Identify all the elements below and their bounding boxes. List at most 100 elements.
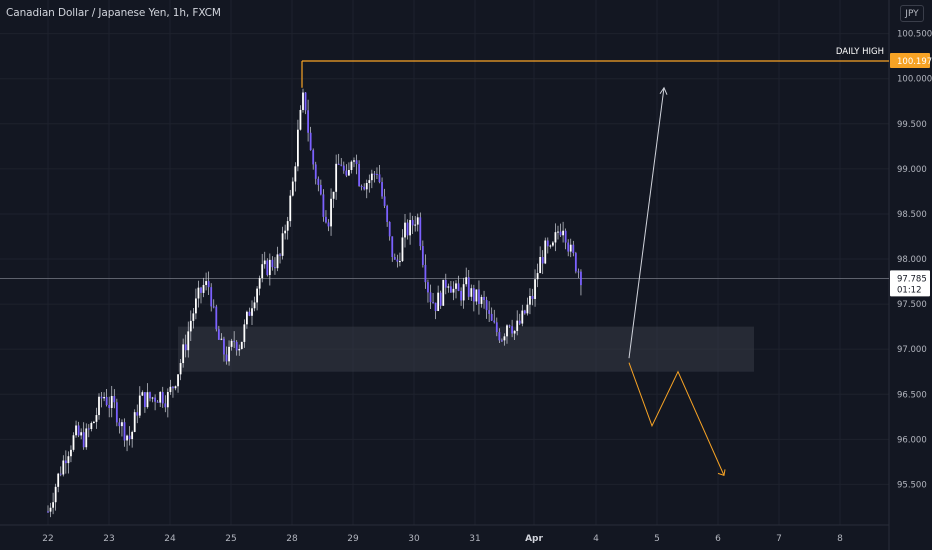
- candle-body: [447, 286, 450, 288]
- candle-body: [541, 257, 544, 264]
- candle-body: [414, 224, 417, 226]
- candle-body: [177, 374, 179, 387]
- candle-body: [95, 415, 98, 422]
- candle-body: [276, 254, 279, 269]
- candle-body: [526, 304, 529, 314]
- candle-body: [105, 397, 108, 406]
- candle-body: [322, 194, 325, 217]
- candle-body: [511, 326, 513, 334]
- candle-body: [118, 422, 121, 427]
- candle-body: [348, 170, 350, 176]
- x-tick-label: 22: [42, 534, 53, 544]
- x-tick-label: 23: [103, 534, 114, 544]
- candle-body: [488, 310, 491, 314]
- candle-body: [302, 92, 304, 110]
- symbol-title[interactable]: Canadian Dollar / Japanese Yen, 1h, FXCM: [6, 7, 221, 19]
- candle-body: [353, 160, 355, 162]
- candle-body: [465, 277, 468, 285]
- candle-body: [416, 217, 419, 225]
- x-tick-label: 31: [469, 534, 480, 544]
- candle-body: [523, 310, 526, 314]
- candle-body: [258, 278, 261, 289]
- candle-body: [279, 254, 281, 256]
- candle-body: [531, 296, 534, 299]
- candle-body: [230, 340, 233, 347]
- candle-body: [521, 310, 524, 324]
- y-tick-label: 98.500: [897, 210, 927, 220]
- candle-body: [455, 283, 457, 289]
- candle-body: [450, 286, 452, 293]
- candle-body: [442, 279, 445, 306]
- candle-body: [200, 287, 202, 293]
- candle-body: [429, 292, 432, 303]
- candle-body: [549, 245, 552, 247]
- candle-body: [309, 132, 312, 151]
- candle-body: [391, 236, 394, 258]
- candle-body: [289, 195, 292, 222]
- candle-body: [47, 511, 49, 513]
- y-tick-label: 95.500: [897, 480, 927, 490]
- candle-body: [529, 296, 531, 305]
- candle-body: [506, 325, 508, 337]
- candle-body: [174, 386, 177, 389]
- y-tick-label: 100.000: [897, 75, 932, 85]
- candle-body: [437, 292, 440, 311]
- candle-body: [513, 330, 516, 334]
- candle-body: [501, 340, 503, 342]
- candle-body: [100, 396, 103, 399]
- candle-body: [77, 425, 80, 436]
- candle-body: [444, 279, 447, 288]
- candle-body: [460, 290, 462, 301]
- candle-body: [434, 302, 437, 311]
- candle-body: [388, 221, 391, 237]
- candle-body: [368, 180, 371, 183]
- candle-body: [365, 182, 368, 190]
- candle-body: [478, 289, 480, 304]
- candle-body: [299, 109, 302, 130]
- x-tick-label: 6: [715, 534, 721, 544]
- candle-body: [146, 392, 149, 408]
- candle-body: [332, 191, 335, 199]
- candle-body: [156, 401, 159, 403]
- candle-body: [363, 186, 366, 190]
- candle-body: [557, 231, 559, 233]
- currency-badge[interactable]: JPY: [900, 5, 924, 22]
- candle-body: [294, 166, 297, 182]
- forecast-down-path: [628, 362, 725, 476]
- candle-body: [421, 246, 424, 265]
- candle-body: [233, 340, 236, 342]
- candle-body: [169, 386, 172, 393]
- candle-body: [195, 298, 197, 314]
- candle-body: [268, 259, 271, 276]
- candle-body: [240, 341, 243, 349]
- y-tick-label: 97.500: [897, 300, 927, 310]
- candle-body: [559, 231, 562, 236]
- candle-body: [314, 164, 317, 179]
- candle-body: [166, 392, 169, 408]
- y-tick-label: 96.000: [897, 435, 927, 445]
- candle-body: [358, 164, 360, 187]
- x-tick-label: 25: [225, 534, 236, 544]
- candle-body: [238, 348, 241, 351]
- candle-body: [360, 186, 363, 188]
- candle-body: [562, 230, 564, 236]
- x-tick-label: 29: [347, 534, 359, 544]
- candle-body: [161, 392, 164, 404]
- candle-body: [493, 320, 496, 323]
- candle-body: [483, 296, 485, 300]
- candle-body: [228, 346, 230, 362]
- candle-body: [393, 257, 396, 260]
- current-price-tag: [890, 270, 930, 297]
- candle-body: [159, 392, 162, 403]
- candle-body: [291, 181, 294, 196]
- candle-body: [552, 242, 554, 246]
- candle-body: [164, 403, 167, 408]
- candle-body: [439, 292, 442, 306]
- candle-body: [340, 164, 343, 166]
- x-tick-label: 24: [164, 534, 176, 544]
- candle-body: [70, 449, 72, 457]
- candle-body: [317, 178, 320, 185]
- x-tick-label: Apr: [525, 534, 543, 544]
- candle-body: [172, 386, 174, 389]
